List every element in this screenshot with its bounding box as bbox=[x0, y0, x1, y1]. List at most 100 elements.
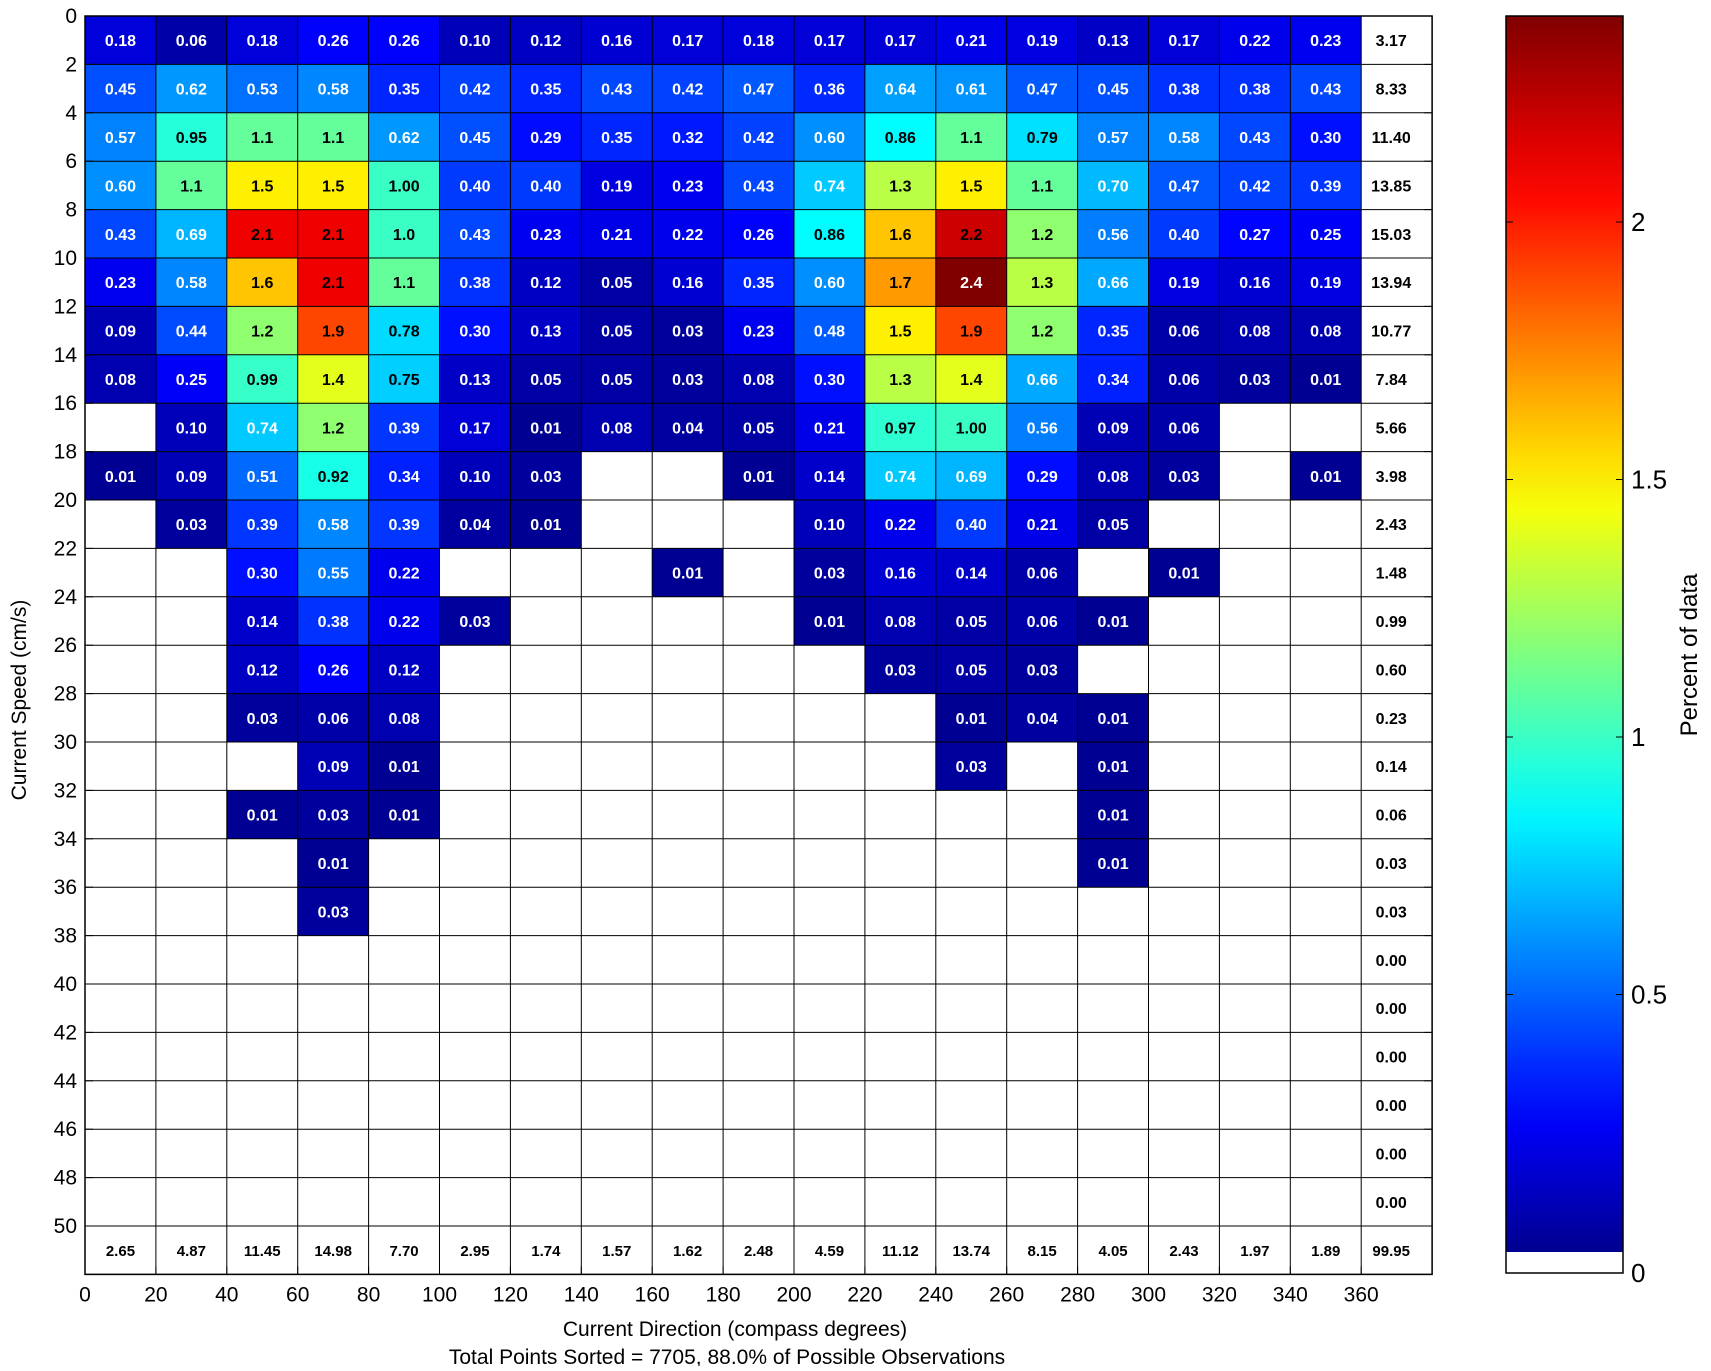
cell-label: 0.22 bbox=[885, 517, 916, 534]
column-total: 2.95 bbox=[460, 1243, 489, 1260]
heatmap-cell bbox=[1219, 209, 1291, 258]
heatmap-cell bbox=[935, 403, 1007, 452]
heatmap-cell bbox=[723, 64, 794, 113]
cell-label: 0.43 bbox=[105, 227, 136, 244]
cell-label: 1.5 bbox=[889, 324, 911, 341]
cell-label: 0.74 bbox=[247, 420, 278, 437]
cell-label: 0.56 bbox=[1097, 227, 1128, 244]
cell-label: 0.12 bbox=[388, 662, 419, 679]
y-tick-label: 32 bbox=[54, 779, 77, 802]
row-total: 0.00 bbox=[1376, 1195, 1407, 1212]
cell-label: 0.01 bbox=[1097, 808, 1128, 825]
cell-label: 0.14 bbox=[956, 566, 987, 583]
heatmap-cell bbox=[1006, 693, 1078, 742]
heatmap-cell bbox=[652, 209, 724, 258]
cell-label: 0.22 bbox=[1239, 33, 1270, 50]
heatmap-cell bbox=[297, 209, 369, 258]
heatmap-cell bbox=[1077, 693, 1149, 742]
heatmap-cell bbox=[226, 500, 298, 549]
column-total: 11.12 bbox=[882, 1243, 919, 1260]
heatmap-cell bbox=[226, 596, 298, 646]
cell-label: 0.86 bbox=[814, 227, 845, 244]
heatmap-cell bbox=[85, 161, 156, 210]
row-total: 8.33 bbox=[1376, 82, 1407, 99]
heatmap-cell bbox=[1148, 354, 1220, 404]
y-tick-label: 16 bbox=[54, 392, 77, 415]
heatmap-cell bbox=[297, 790, 369, 839]
column-total: 11.45 bbox=[244, 1243, 281, 1260]
cell-label: 0.21 bbox=[1027, 517, 1058, 534]
cell-label: 1.5 bbox=[960, 178, 982, 195]
heatmap-cell bbox=[155, 451, 227, 500]
cell-label: 0.05 bbox=[743, 420, 774, 437]
heatmap-cell bbox=[368, 742, 440, 791]
heatmap-cell bbox=[864, 645, 936, 694]
heatmap-cell bbox=[297, 742, 369, 791]
cell-label: 0.21 bbox=[601, 227, 632, 244]
cell-label: 0.01 bbox=[743, 469, 774, 486]
cell-label: 0.30 bbox=[459, 324, 490, 341]
heatmap-cell bbox=[864, 548, 936, 597]
cell-label: 0.47 bbox=[743, 82, 774, 99]
heatmap-cell bbox=[864, 354, 936, 404]
cell-label: 0.10 bbox=[459, 33, 490, 50]
heatmap-cell bbox=[935, 16, 1007, 65]
heatmap-cell bbox=[935, 645, 1007, 694]
heatmap-cell bbox=[864, 306, 936, 355]
heatmap-cell bbox=[935, 112, 1007, 162]
cell-label: 0.23 bbox=[1310, 33, 1341, 50]
cell-label: 1.6 bbox=[889, 227, 911, 244]
cell-label: 0.17 bbox=[814, 33, 845, 50]
cell-label: 0.42 bbox=[459, 82, 490, 99]
cell-label: 0.18 bbox=[247, 33, 278, 50]
row-total: 0.03 bbox=[1376, 904, 1407, 921]
heatmap-cell bbox=[368, 790, 440, 839]
heatmap-cell bbox=[510, 451, 582, 500]
cell-label: 0.38 bbox=[318, 614, 349, 631]
heatmap-cell bbox=[581, 209, 653, 258]
heatmap-cell bbox=[297, 112, 369, 162]
x-tick-label: 0 bbox=[79, 1283, 91, 1306]
heatmap-cell bbox=[1219, 306, 1291, 355]
y-tick-label: 18 bbox=[54, 441, 77, 464]
heatmap-cell bbox=[510, 64, 582, 113]
heatmap-cell bbox=[510, 209, 582, 258]
cell-label: 0.05 bbox=[956, 614, 987, 631]
x-tick-label: 360 bbox=[1344, 1283, 1379, 1306]
cell-label: 0.03 bbox=[318, 808, 349, 825]
heatmap-cell bbox=[85, 451, 156, 500]
cell-label: 0.01 bbox=[1097, 711, 1128, 728]
cell-label: 0.05 bbox=[530, 372, 561, 389]
cell-label: 0.40 bbox=[956, 517, 987, 534]
cell-label: 0.13 bbox=[459, 372, 490, 389]
cell-label: 0.38 bbox=[1168, 82, 1199, 99]
cell-label: 0.16 bbox=[1239, 275, 1270, 292]
heatmap-cell bbox=[581, 112, 653, 162]
cell-label: 1.2 bbox=[1031, 324, 1053, 341]
heatmap-cell bbox=[155, 354, 227, 404]
cell-label: 0.57 bbox=[1097, 130, 1128, 147]
heatmap-cell bbox=[1077, 790, 1149, 839]
y-tick-label: 36 bbox=[54, 876, 77, 899]
colorbar-tick-label: 2 bbox=[1631, 207, 1645, 237]
heatmap-cell bbox=[368, 645, 440, 694]
cell-label: 0.66 bbox=[1027, 372, 1058, 389]
heatmap-cell bbox=[723, 354, 794, 404]
heatmap-cell bbox=[794, 64, 865, 113]
heatmap-cell bbox=[864, 161, 936, 210]
colorbar-tick-label: 1 bbox=[1631, 722, 1645, 752]
cell-label: 0.26 bbox=[318, 33, 349, 50]
column-total: 1.97 bbox=[1240, 1243, 1269, 1260]
heatmap-cell bbox=[85, 306, 156, 355]
heatmap-cell bbox=[581, 306, 653, 355]
cell-label: 0.01 bbox=[1097, 614, 1128, 631]
heatmap-cell bbox=[155, 16, 227, 65]
heatmap-cell bbox=[368, 403, 440, 452]
heatmap-cell bbox=[439, 500, 511, 549]
heatmap-cell bbox=[1219, 354, 1291, 404]
cell-label: 1.3 bbox=[1031, 275, 1053, 292]
colorbar-gradient bbox=[1506, 16, 1623, 1252]
heatmap-cell bbox=[1006, 258, 1078, 307]
y-tick-label: 2 bbox=[65, 53, 77, 76]
heatmap-cell bbox=[155, 209, 227, 258]
